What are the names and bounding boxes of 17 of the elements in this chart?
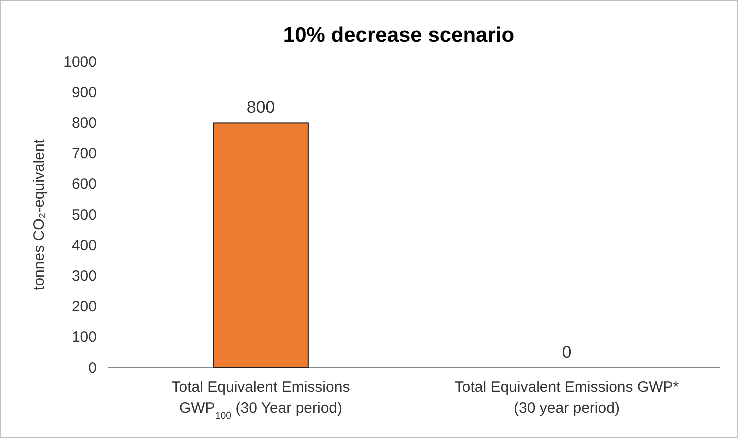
x-tick-label: Total Equivalent Emissions GWP$_{100}$ (30 Year period) [172, 379, 350, 422]
y-axis-title: tonnes CO₂-equivalent [31, 138, 48, 290]
chart-title: 10% decrease scenario [283, 24, 515, 47]
y-tick-label: 100 [72, 329, 97, 346]
y-tick-label: 500 [72, 206, 97, 224]
y-tick-label: 900 [72, 84, 97, 102]
y-tick-label: 1000 [64, 54, 97, 71]
y-tick-label: 700 [72, 146, 97, 163]
y-tick-label: 0 [88, 360, 97, 377]
data-label: 800 [246, 98, 276, 118]
data-label: 0 [562, 343, 572, 362]
y-tick-label: 300 [72, 268, 97, 285]
y-tick-label: 800 [72, 115, 97, 132]
y-tick-label: 200 [72, 298, 97, 316]
y-tick-label: 600 [72, 176, 97, 194]
x-tick-label: Total Equivalent Emissions GWP* (30 year period) [454, 379, 680, 417]
y-tick-label: 400 [72, 237, 97, 254]
